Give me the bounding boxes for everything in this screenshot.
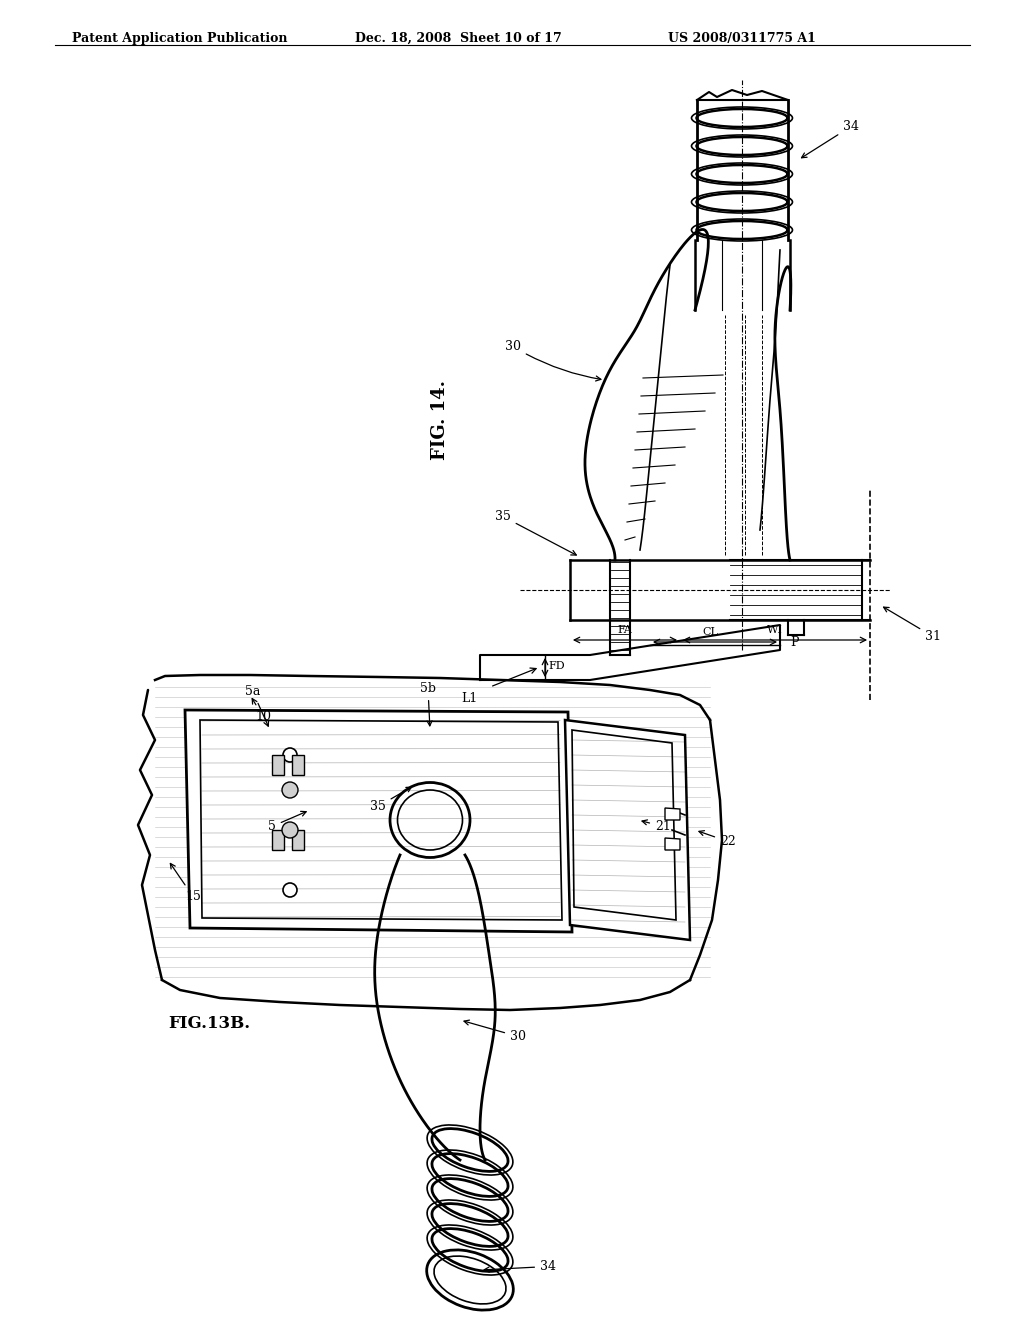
Text: Dec. 18, 2008  Sheet 10 of 17: Dec. 18, 2008 Sheet 10 of 17 <box>355 32 562 45</box>
Polygon shape <box>292 755 304 775</box>
Polygon shape <box>272 755 284 775</box>
Polygon shape <box>565 719 690 940</box>
Text: FA: FA <box>617 624 633 635</box>
Text: 22: 22 <box>699 830 736 847</box>
Text: WI: WI <box>767 624 783 635</box>
Text: 30: 30 <box>464 1020 526 1043</box>
Text: P: P <box>790 635 799 648</box>
Polygon shape <box>272 830 284 850</box>
Text: 10: 10 <box>252 698 271 723</box>
Text: FIG. 14.: FIG. 14. <box>431 380 449 459</box>
Text: 30: 30 <box>505 341 601 381</box>
Circle shape <box>283 748 297 762</box>
Polygon shape <box>665 808 680 820</box>
Text: US 2008/0311775 A1: US 2008/0311775 A1 <box>668 32 816 45</box>
Polygon shape <box>665 838 680 850</box>
Text: FIG.13B.: FIG.13B. <box>168 1015 250 1032</box>
Circle shape <box>282 781 298 799</box>
Circle shape <box>282 822 298 838</box>
Text: 5: 5 <box>268 812 306 833</box>
Polygon shape <box>292 830 304 850</box>
Text: 5b: 5b <box>420 682 436 726</box>
Text: 21: 21 <box>642 820 671 833</box>
Circle shape <box>283 883 297 898</box>
Text: 5a: 5a <box>245 685 268 726</box>
Text: 35: 35 <box>495 510 577 554</box>
Text: 35: 35 <box>370 787 412 813</box>
Text: 34: 34 <box>802 120 859 158</box>
Text: 34: 34 <box>484 1261 556 1272</box>
Text: 31: 31 <box>884 607 941 643</box>
Text: L1: L1 <box>462 692 478 705</box>
Text: CL: CL <box>702 627 718 638</box>
Text: 15: 15 <box>170 863 201 903</box>
Text: Patent Application Publication: Patent Application Publication <box>72 32 288 45</box>
Polygon shape <box>185 710 572 932</box>
Text: FD: FD <box>548 661 564 671</box>
